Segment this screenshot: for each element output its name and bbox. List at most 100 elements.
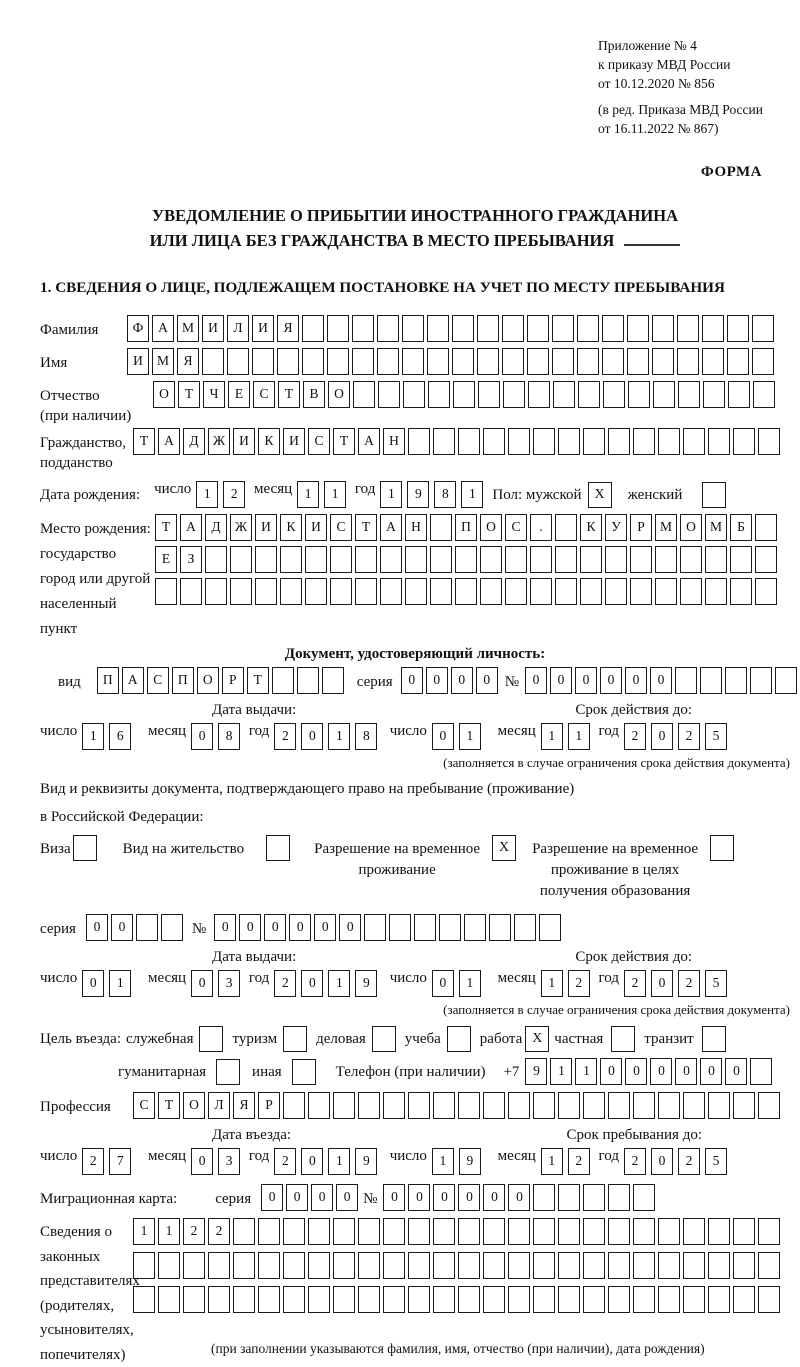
- char-cell[interactable]: [602, 348, 624, 375]
- char-cell[interactable]: [483, 1218, 505, 1245]
- char-cell[interactable]: 0: [600, 1058, 623, 1085]
- char-cell[interactable]: [753, 381, 775, 408]
- char-cell[interactable]: 0: [239, 914, 262, 941]
- char-cell[interactable]: С: [133, 1092, 155, 1119]
- char-cell[interactable]: [455, 546, 477, 573]
- char-cell[interactable]: [755, 514, 777, 541]
- char-cell[interactable]: 0: [408, 1184, 431, 1211]
- char-cell[interactable]: Т: [155, 514, 177, 541]
- char-cell[interactable]: [428, 381, 450, 408]
- char-cell[interactable]: [277, 348, 299, 375]
- char-cell[interactable]: [408, 1286, 430, 1313]
- char-cell[interactable]: У: [605, 514, 627, 541]
- char-cell[interactable]: [230, 578, 252, 605]
- char-cell[interactable]: [458, 1286, 480, 1313]
- char-cell[interactable]: 2: [274, 1148, 297, 1175]
- char-cell[interactable]: 2: [274, 970, 297, 997]
- char-cell[interactable]: [271, 667, 294, 694]
- purpose-work-checkbox[interactable]: X: [525, 1026, 550, 1052]
- char-cell[interactable]: [583, 1252, 605, 1279]
- char-cell[interactable]: [730, 578, 752, 605]
- char-cell[interactable]: 1: [109, 970, 132, 997]
- char-cell[interactable]: 0: [261, 1184, 284, 1211]
- edu-permit-checkbox[interactable]: [710, 835, 735, 861]
- char-cell[interactable]: [555, 514, 577, 541]
- char-cell[interactable]: 3: [218, 970, 241, 997]
- char-cell[interactable]: [505, 578, 527, 605]
- char-cell[interactable]: [653, 381, 675, 408]
- char-cell[interactable]: [258, 1286, 280, 1313]
- char-cell[interactable]: [452, 315, 474, 342]
- char-cell[interactable]: [205, 578, 227, 605]
- char-cell[interactable]: [627, 315, 649, 342]
- char-cell[interactable]: [555, 578, 577, 605]
- char-cell[interactable]: 2: [183, 1218, 205, 1245]
- char-cell[interactable]: [700, 667, 722, 694]
- char-cell[interactable]: [208, 1252, 230, 1279]
- char-cell[interactable]: [758, 1252, 780, 1279]
- char-cell[interactable]: [633, 1184, 656, 1211]
- char-cell[interactable]: [658, 1252, 680, 1279]
- char-cell[interactable]: [183, 1286, 205, 1313]
- char-cell[interactable]: Я: [277, 315, 299, 342]
- char-cell[interactable]: 0: [383, 1184, 406, 1211]
- char-cell[interactable]: 0: [575, 667, 597, 694]
- char-cell[interactable]: Ф: [127, 315, 149, 342]
- char-cell[interactable]: [733, 1252, 755, 1279]
- char-cell[interactable]: [377, 348, 399, 375]
- char-cell[interactable]: И: [305, 514, 327, 541]
- char-cell[interactable]: [433, 1218, 455, 1245]
- char-cell[interactable]: 0: [525, 667, 547, 694]
- char-cell[interactable]: [208, 1286, 230, 1313]
- char-cell[interactable]: С: [146, 667, 169, 694]
- char-cell[interactable]: [655, 546, 677, 573]
- char-cell[interactable]: 1: [380, 481, 403, 508]
- char-cell[interactable]: [752, 348, 774, 375]
- char-cell[interactable]: 0: [651, 970, 673, 997]
- char-cell[interactable]: 0: [725, 1058, 748, 1085]
- char-cell[interactable]: 2: [624, 970, 646, 997]
- char-cell[interactable]: [630, 578, 652, 605]
- char-cell[interactable]: К: [580, 514, 602, 541]
- char-cell[interactable]: [305, 578, 327, 605]
- char-cell[interactable]: 2: [624, 723, 646, 750]
- char-cell[interactable]: 6: [109, 723, 132, 750]
- char-cell[interactable]: 9: [458, 1148, 481, 1175]
- purpose-tourism-checkbox[interactable]: [283, 1026, 308, 1052]
- char-cell[interactable]: [758, 1286, 780, 1313]
- char-cell[interactable]: [703, 381, 725, 408]
- char-cell[interactable]: [578, 381, 600, 408]
- char-cell[interactable]: 0: [339, 914, 362, 941]
- char-cell[interactable]: 2: [567, 1148, 590, 1175]
- char-cell[interactable]: [430, 546, 452, 573]
- purpose-private-checkbox[interactable]: [611, 1026, 636, 1052]
- char-cell[interactable]: [633, 1286, 655, 1313]
- purpose-humanitarian-checkbox[interactable]: [216, 1058, 241, 1085]
- char-cell[interactable]: [383, 1092, 405, 1119]
- char-cell[interactable]: [227, 348, 249, 375]
- char-cell[interactable]: [430, 514, 452, 541]
- char-cell[interactable]: 8: [434, 481, 457, 508]
- char-cell[interactable]: [630, 546, 652, 573]
- char-cell[interactable]: [680, 546, 702, 573]
- char-cell[interactable]: О: [196, 667, 219, 694]
- char-cell[interactable]: [308, 1286, 330, 1313]
- char-cell[interactable]: [652, 348, 674, 375]
- char-cell[interactable]: [458, 1218, 480, 1245]
- char-cell[interactable]: П: [455, 514, 477, 541]
- char-cell[interactable]: Д: [205, 514, 227, 541]
- char-cell[interactable]: [633, 1218, 655, 1245]
- char-cell[interactable]: 0: [289, 914, 312, 941]
- char-cell[interactable]: 1: [328, 1148, 351, 1175]
- char-cell[interactable]: [433, 1092, 455, 1119]
- char-cell[interactable]: Р: [630, 514, 652, 541]
- char-cell[interactable]: [452, 348, 474, 375]
- char-cell[interactable]: 0: [110, 914, 133, 941]
- char-cell[interactable]: [430, 578, 452, 605]
- char-cell[interactable]: [533, 1218, 555, 1245]
- char-cell[interactable]: [327, 348, 349, 375]
- char-cell[interactable]: [658, 428, 680, 455]
- char-cell[interactable]: [608, 1252, 630, 1279]
- char-cell[interactable]: [402, 348, 424, 375]
- char-cell[interactable]: [308, 1252, 330, 1279]
